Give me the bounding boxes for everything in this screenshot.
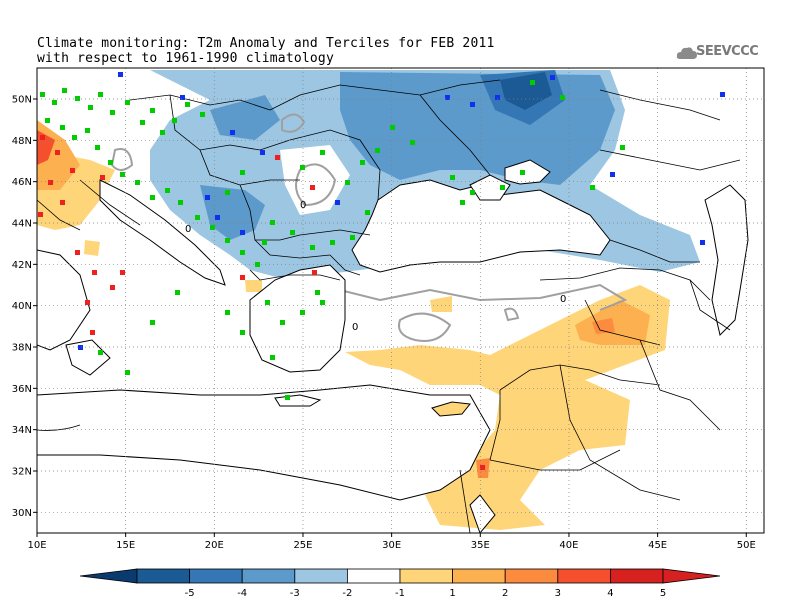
colorbar-label: 3 xyxy=(555,588,561,599)
cold-field-medium-balkans xyxy=(200,185,265,240)
colorbar-label: -1 xyxy=(395,588,405,599)
warm-field-aegean xyxy=(245,280,262,292)
lat-tick-label: 40N xyxy=(12,301,32,312)
lat-tick-label: 46N xyxy=(12,177,32,188)
colorbar-box xyxy=(610,568,664,584)
seevccc-logo: SEEVCCC xyxy=(676,42,768,64)
logo-text: SEEVCCC xyxy=(696,44,759,59)
tercile-upper-markers xyxy=(38,135,485,470)
zero-contours xyxy=(110,113,628,342)
lon-tick-label: 10E xyxy=(27,540,46,551)
neutral-romania xyxy=(280,145,350,215)
colorbar-label: 5 xyxy=(660,588,666,599)
tercile-lower-markers xyxy=(78,72,725,350)
caspian-sea xyxy=(704,184,749,336)
lat-tick-label: 36N xyxy=(12,384,32,395)
lon-tick-label: 30E xyxy=(382,540,401,551)
colorbar-label: -3 xyxy=(290,588,300,599)
colorbar-low-arrow xyxy=(79,568,138,584)
colorbar-label: -2 xyxy=(342,588,352,599)
warm-field-east-turkey-core xyxy=(592,318,615,334)
crimea xyxy=(469,174,511,201)
lon-tick-label: 45E xyxy=(648,540,667,551)
east-med xyxy=(37,384,491,501)
azov-sea xyxy=(504,159,551,185)
lon-tick-label: 50E xyxy=(737,540,756,551)
cyprus xyxy=(431,401,471,417)
lat-tick-label: 38N xyxy=(12,343,32,354)
lon-tick-label: 20E xyxy=(205,540,224,551)
warm-field-sinai-south xyxy=(430,296,452,312)
warm-field-italy-small xyxy=(84,240,100,256)
colorbar-box xyxy=(241,568,296,584)
colorbar-box xyxy=(452,568,506,584)
black-sea xyxy=(351,179,611,273)
lon-tick-label: 15E xyxy=(116,540,135,551)
cold-field-darkest xyxy=(500,72,552,110)
cold-field-medium xyxy=(340,72,615,185)
borders xyxy=(37,79,741,533)
adriatic-sea xyxy=(99,179,226,286)
aegean-sea xyxy=(249,264,346,373)
lon-tick-label: 35E xyxy=(471,540,490,551)
lat-tick-label: 44N xyxy=(12,219,32,230)
contour-label: 0 xyxy=(560,294,566,305)
cloud-icon xyxy=(676,47,697,59)
contour-label: 0 xyxy=(185,224,191,235)
colorbar: -5 -4 -3 -2 -1 1 2 3 4 5 xyxy=(79,568,721,599)
lat-tick-label: 48N xyxy=(12,136,32,147)
map-frame xyxy=(36,67,765,534)
colorbar-label: -4 xyxy=(237,588,247,599)
tercile-markers xyxy=(38,72,725,470)
contour-label: 0 xyxy=(300,200,306,211)
colorbar-box xyxy=(504,568,559,584)
cold-field-medium-poland xyxy=(210,95,280,140)
colorbar-box xyxy=(399,568,453,584)
coastlines xyxy=(37,159,749,533)
lat-tick-label: 34N xyxy=(12,425,32,436)
tercile-middle-markers xyxy=(40,80,625,400)
colorbar-label: 2 xyxy=(502,588,508,599)
tyrrhenian-sea xyxy=(37,249,91,351)
colorbar-label: 4 xyxy=(607,588,613,599)
colorbar-box xyxy=(346,568,401,584)
lon-tick-label: 40E xyxy=(559,540,578,551)
colorbar-box xyxy=(136,568,190,584)
lat-tick-label: 42N xyxy=(12,260,32,271)
axis-ticks: 10E 15E 20E 25E 30E 35E 40E 45E 50E 30N 32N 34N 36N 3… xyxy=(12,95,756,552)
colorbar-box xyxy=(189,568,243,584)
colorbar-label: 1 xyxy=(449,588,455,599)
contour-label: 0 xyxy=(352,322,358,333)
lat-tick-label: 30N xyxy=(12,508,32,519)
sicily xyxy=(65,339,111,376)
colorbar-box xyxy=(294,568,348,584)
colorbar-high-arrow xyxy=(662,568,721,584)
graticule xyxy=(37,68,764,533)
map-content: 0 0 0 0 xyxy=(37,68,764,533)
lat-tick-label: 50N xyxy=(12,95,32,106)
lon-tick-label: 25E xyxy=(293,540,312,551)
map-subtitle: with respect to 1961-1990 climatology xyxy=(37,51,334,66)
colorbar-label: -5 xyxy=(185,588,195,599)
red-sea-gulf xyxy=(469,494,496,533)
warm-field-levant xyxy=(345,285,670,530)
colorbar-box xyxy=(557,568,611,584)
cold-anomaly-fields xyxy=(150,70,700,278)
lat-tick-label: 32N xyxy=(12,467,32,478)
map-title: Climate monitoring: T2m Anomaly and Terc… xyxy=(37,36,495,51)
